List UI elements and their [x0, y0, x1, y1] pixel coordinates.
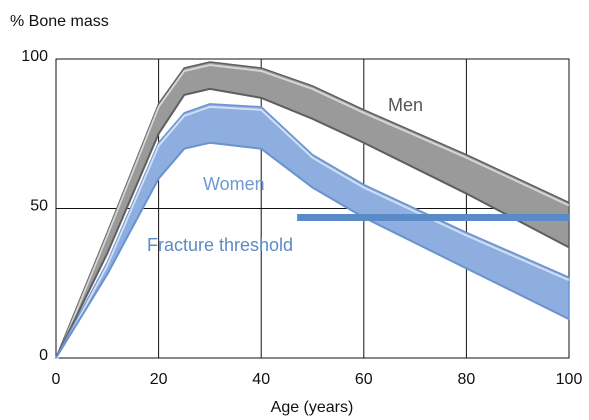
x-tick-label: 100 — [556, 371, 583, 388]
x-tick-label: 40 — [252, 371, 270, 388]
band-lower-edge — [55, 87, 570, 359]
x-tick-label: 60 — [355, 371, 373, 388]
y-tick-label: 50 — [30, 198, 48, 215]
band-area — [55, 103, 570, 359]
y-tick-label: 100 — [21, 48, 48, 65]
x-axis-label: Age (years) — [271, 399, 354, 416]
band-upper-edge — [55, 105, 570, 362]
series-label: Men — [388, 95, 423, 115]
threshold-label: Fracture threshold — [147, 235, 293, 255]
x-tick-label: 20 — [150, 371, 168, 388]
y-tick-label: 0 — [39, 347, 48, 364]
y-axis-label: % Bone mass — [10, 13, 109, 30]
band-upper-edge — [55, 63, 570, 362]
x-tick-label: 0 — [52, 371, 61, 388]
x-tick-label: 80 — [458, 371, 476, 388]
series-label: Women — [203, 174, 265, 194]
band-lower-edge — [55, 141, 570, 359]
